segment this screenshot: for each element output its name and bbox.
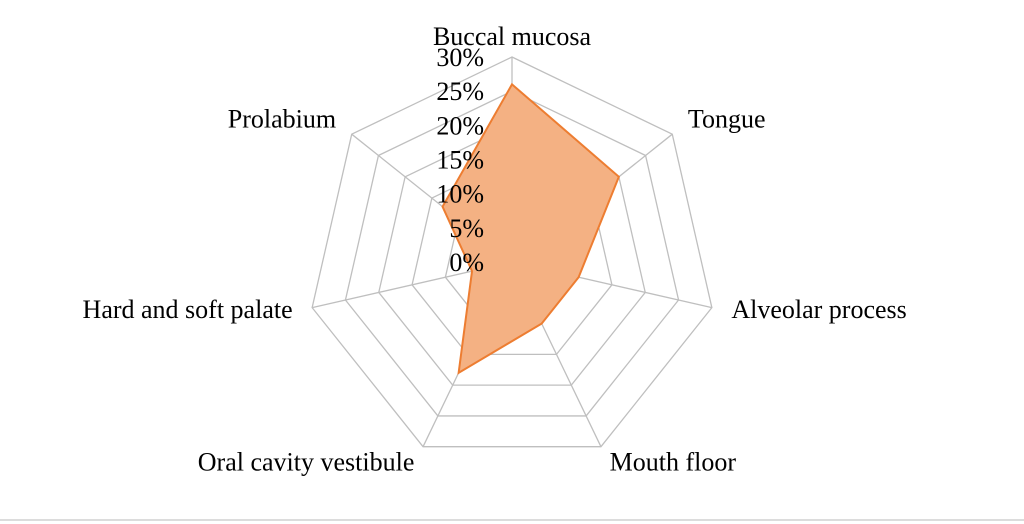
category-label: Oral cavity vestibule	[198, 448, 415, 477]
r-tick-label: 25%	[436, 77, 484, 106]
category-label: Hard and soft palate	[83, 295, 293, 324]
r-tick-label: 15%	[436, 145, 484, 174]
r-tick-label: 0%	[449, 248, 484, 277]
category-label: Prolabium	[228, 105, 336, 134]
r-tick-label: 30%	[436, 43, 484, 72]
category-label: Alveolar process	[731, 295, 906, 324]
grid-ring	[311, 56, 713, 448]
category-label: Mouth floor	[610, 448, 737, 477]
r-tick-label: 5%	[449, 214, 484, 243]
r-tick-label: 20%	[436, 111, 484, 140]
category-label: Tongue	[688, 105, 766, 134]
r-tick-label: 10%	[436, 180, 484, 209]
category-label: Buccal mucosa	[433, 22, 592, 51]
data-area	[441, 82, 621, 375]
grid-ring	[378, 124, 646, 386]
grid-ring	[344, 90, 680, 417]
